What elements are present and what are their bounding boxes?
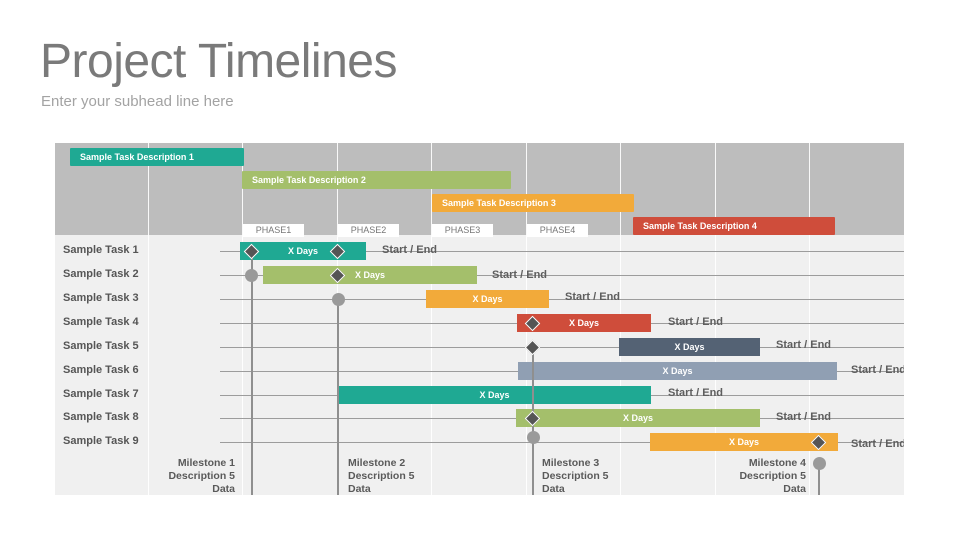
- task-label-9: Sample Task 9: [63, 435, 139, 447]
- milestone-title: Milestone 2: [348, 457, 406, 469]
- start-end-label-6: Start / End: [851, 364, 904, 376]
- start-end-label-9: Start / End: [851, 438, 904, 450]
- milestone-dot: [813, 457, 826, 470]
- phase-label-4: PHASE4: [527, 224, 588, 237]
- milestone-description: Description 5: [168, 470, 235, 482]
- milestone-text-3: Milestone 3 Description 5 Data: [542, 457, 632, 495]
- phase-label-1: PHASE1: [243, 224, 304, 237]
- grid-line: [809, 143, 810, 495]
- milestone-dot: [245, 269, 258, 282]
- milestone-diamond: [524, 339, 541, 356]
- row-line: [220, 347, 904, 348]
- task-label-6: Sample Task 6: [63, 364, 139, 376]
- top-task-bar-2: Sample Task Description 2: [242, 171, 511, 189]
- top-task-bar-4: Sample Task Description 4: [633, 217, 835, 235]
- milestone-line-4: [818, 463, 820, 495]
- grid-line: [715, 143, 716, 495]
- milestone-line-2: [337, 299, 339, 495]
- milestone-data: Data: [542, 483, 565, 495]
- start-end-label-8: Start / End: [776, 411, 832, 423]
- start-end-label-7: Start / End: [668, 387, 724, 399]
- milestone-dot: [332, 293, 345, 306]
- milestone-data: Data: [212, 483, 235, 495]
- milestone-dot: [527, 431, 540, 444]
- task-bar-5: X Days: [619, 338, 760, 356]
- row-line: [220, 299, 904, 300]
- task-bar-8: X Days: [516, 409, 760, 427]
- task-label-5: Sample Task 5: [63, 340, 139, 352]
- task-bar-9: X Days: [650, 433, 838, 451]
- milestone-title: Milestone 4: [748, 457, 806, 469]
- milestone-line-1: [251, 251, 253, 495]
- milestone-title: Milestone 3: [542, 457, 600, 469]
- task-bar-4: X Days: [517, 314, 651, 332]
- milestone-description: Description 5: [739, 470, 806, 482]
- task-label-7: Sample Task 7: [63, 388, 139, 400]
- phase-label-2: PHASE2: [338, 224, 399, 237]
- task-label-1: Sample Task 1: [63, 244, 139, 256]
- page-subtitle: Enter your subhead line here: [41, 93, 234, 110]
- page-title: Project Timelines: [40, 35, 397, 88]
- top-task-bar-1: Sample Task Description 1: [70, 148, 244, 166]
- grid-line: [148, 143, 149, 495]
- task-bar-3: X Days: [426, 290, 549, 308]
- row-line: [220, 442, 904, 443]
- milestone-description: Description 5: [542, 470, 609, 482]
- milestone-description: Description 5: [348, 470, 415, 482]
- task-label-2: Sample Task 2: [63, 268, 139, 280]
- row-line: [220, 251, 904, 252]
- milestone-data: Data: [783, 483, 806, 495]
- task-label-8: Sample Task 8: [63, 411, 139, 423]
- task-label-3: Sample Task 3: [63, 292, 139, 304]
- start-end-label-1: Start / End: [382, 244, 438, 256]
- start-end-label-2: Start / End: [492, 269, 548, 281]
- task-bar-6: X Days: [518, 362, 837, 380]
- grid-line: [242, 143, 243, 495]
- phase-label-3: PHASE3: [432, 224, 493, 237]
- timeline-chart: Sample Task Description 1 Sample Task De…: [55, 143, 904, 495]
- top-task-bar-3: Sample Task Description 3: [432, 194, 634, 212]
- start-end-label-4: Start / End: [668, 316, 724, 328]
- task-bar-2: X Days: [263, 266, 477, 284]
- milestone-title: Milestone 1: [177, 457, 235, 469]
- milestone-text-4: Milestone 4 Description 5 Data: [717, 457, 806, 495]
- start-end-label-5: Start / End: [776, 339, 832, 351]
- milestone-data: Data: [348, 483, 371, 495]
- task-label-4: Sample Task 4: [63, 316, 139, 328]
- task-bar-7: X Days: [338, 386, 651, 404]
- milestone-text-1: Milestone 1 Description 5 Data: [151, 457, 235, 495]
- row-line: [220, 275, 904, 276]
- milestone-text-2: Milestone 2 Description 5 Data: [348, 457, 438, 495]
- start-end-label-3: Start / End: [565, 291, 621, 303]
- grid-line: [431, 143, 432, 495]
